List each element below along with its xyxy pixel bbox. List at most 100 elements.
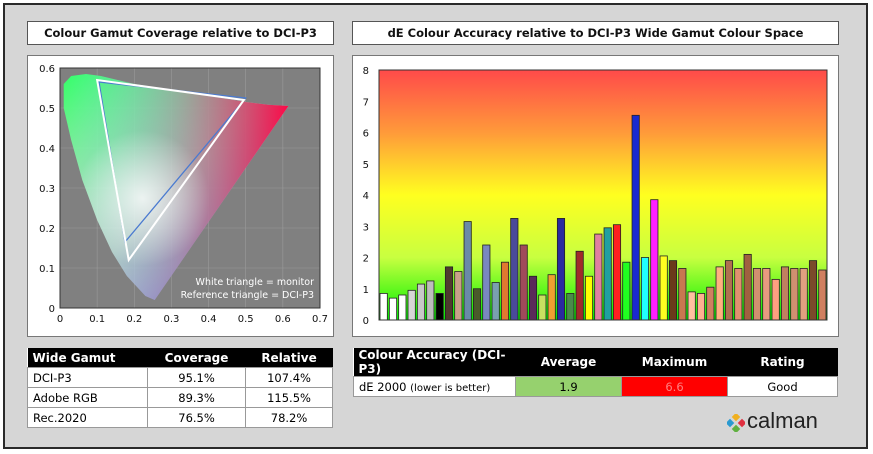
de-bar [379, 293, 388, 321]
accuracy-maximum: 6.6 [621, 376, 728, 397]
de-bar [659, 255, 668, 321]
de-chart-panel: 0 1 2 3 4 5 6 7 8 [352, 55, 839, 337]
de-y-tick-label: 5 [363, 160, 369, 171]
de-bar [818, 269, 827, 321]
de-bar [388, 297, 398, 321]
cie-legend-monitor: White triangle = monitor [196, 277, 315, 288]
gamut-row-relative: 78.2% [245, 407, 333, 428]
de-bar [706, 286, 715, 321]
de-bar [594, 233, 603, 321]
gamut-row-relative: 107.4% [245, 367, 333, 388]
cie-x-tick-label: 0.3 [163, 314, 179, 325]
de-bar [463, 221, 472, 321]
de-bar [510, 218, 519, 321]
de-bar [668, 260, 678, 321]
accuracy-average: 1.9 [515, 376, 622, 397]
de-bar [799, 268, 808, 321]
de-bar [715, 266, 724, 321]
de-bar-chart: 0 1 2 3 4 5 6 7 8 [363, 66, 828, 327]
de-bar [538, 294, 547, 321]
cie-y-tick-label: 0 [49, 304, 55, 315]
de-bar [724, 260, 734, 321]
de-bar [762, 268, 771, 321]
de-bar [491, 282, 500, 321]
accuracy-label-cell: dE 2000 (lower is better) [353, 376, 516, 397]
gamut-row-coverage: 89.3% [146, 387, 247, 408]
de-bar [528, 275, 538, 321]
gamut-row-label: DCI-P3 [27, 367, 148, 388]
de-bar [482, 244, 491, 321]
cie-y-tick-label: 0.1 [39, 264, 55, 275]
de-bar [435, 293, 444, 321]
cie-plot-area: 0 0.1 0.2 0.3 0.4 0.5 0.6 0.7 0 0.1 0.2 0.3 0.4 0.5 0.… [39, 64, 328, 325]
de-bar [687, 291, 696, 321]
table-row: DCI-P3 95.1% 107.4% [27, 367, 333, 388]
de-bar [631, 114, 640, 321]
de-plot-area: 0 1 2 3 4 5 6 7 8 [363, 66, 828, 327]
cie-legend-reference: Reference triangle = DCI-P3 [181, 290, 314, 301]
table-row: dE 2000 (lower is better) 1.9 6.6 Good [353, 376, 838, 397]
cie-x-tick-label: 0.7 [312, 314, 328, 325]
de-bar [407, 289, 416, 321]
gamut-row-label: Adobe RGB [27, 387, 148, 408]
cie-chart-title: Colour Gamut Coverage relative to DCI-P3 [27, 21, 334, 45]
cie-x-tick-label: 0.5 [238, 314, 254, 325]
de-bar [640, 257, 650, 321]
calman-logo-text: calman [747, 408, 818, 433]
de-bar [566, 293, 575, 321]
de-y-tick-label: 2 [363, 254, 369, 265]
accuracy-header-name: Colour Accuracy (DCI-P3) [353, 348, 516, 377]
de-bar [519, 244, 528, 321]
de-bar [696, 293, 706, 321]
de-bar [743, 253, 752, 321]
de-bar [444, 266, 454, 321]
de-bar [472, 288, 482, 321]
cie-monitor-triangle [95, 78, 246, 263]
de-y-tick-label: 7 [363, 97, 369, 108]
de-bar [790, 268, 799, 321]
accuracy-header-rating: Rating [727, 348, 838, 377]
de-bar [575, 250, 584, 321]
de-plot-background [379, 70, 827, 320]
cie-x-tick-label: 0.4 [201, 314, 217, 325]
cie-chart-panel: 0 0.1 0.2 0.3 0.4 0.5 0.6 0.7 0 0.1 0.2 0.3 0.4 0.5 0.… [27, 55, 334, 337]
de-bar [547, 274, 556, 321]
de-bar [584, 275, 594, 321]
cie-y-tick-label: 0.5 [39, 104, 55, 115]
de-y-tick-label: 6 [363, 129, 369, 140]
table-row: Adobe RGB 89.3% 115.5% [27, 387, 333, 408]
de-bar [426, 280, 435, 321]
gamut-table: Wide Gamut Coverage Relative DCI-P3 95.1… [27, 348, 333, 428]
gamut-header-relative: Relative [245, 348, 333, 368]
de-bar [612, 224, 622, 321]
accuracy-table: Colour Accuracy (DCI-P3) Average Maximum… [353, 348, 838, 397]
cie-x-tick-label: 0.6 [275, 314, 291, 325]
de-bar [734, 268, 743, 321]
de-bar [454, 271, 463, 321]
calman-logo-icon [727, 414, 745, 432]
de-y-tick-label: 0 [363, 316, 369, 327]
de-bar [678, 268, 687, 321]
accuracy-label: dE 2000 [359, 379, 407, 394]
de-bar [808, 260, 818, 321]
accuracy-rating: Good [727, 376, 838, 397]
cie-y-tick-label: 0.4 [39, 144, 55, 155]
de-y-tick-label: 3 [363, 222, 369, 233]
cie-x-tick-label: 0 [57, 314, 63, 325]
de-bar [752, 268, 762, 321]
de-bar [416, 283, 426, 321]
cie-y-tick-label: 0.6 [39, 64, 55, 75]
cie-x-tick-label: 0.2 [126, 314, 142, 325]
de-bar [556, 218, 566, 321]
accuracy-header-maximum: Maximum [621, 348, 728, 377]
cie-x-tick-label: 0.1 [89, 314, 105, 325]
gamut-row-relative: 115.5% [245, 387, 333, 408]
gamut-row-coverage: 95.1% [146, 367, 247, 388]
cie-plot-border [59, 67, 321, 309]
de-y-tick-label: 8 [363, 66, 369, 77]
gamut-row-label: Rec.2020 [27, 407, 148, 428]
gamut-row-coverage: 76.5% [146, 407, 247, 428]
de-plot-border [378, 69, 828, 321]
de-bar [603, 227, 612, 321]
de-bar [398, 294, 407, 321]
